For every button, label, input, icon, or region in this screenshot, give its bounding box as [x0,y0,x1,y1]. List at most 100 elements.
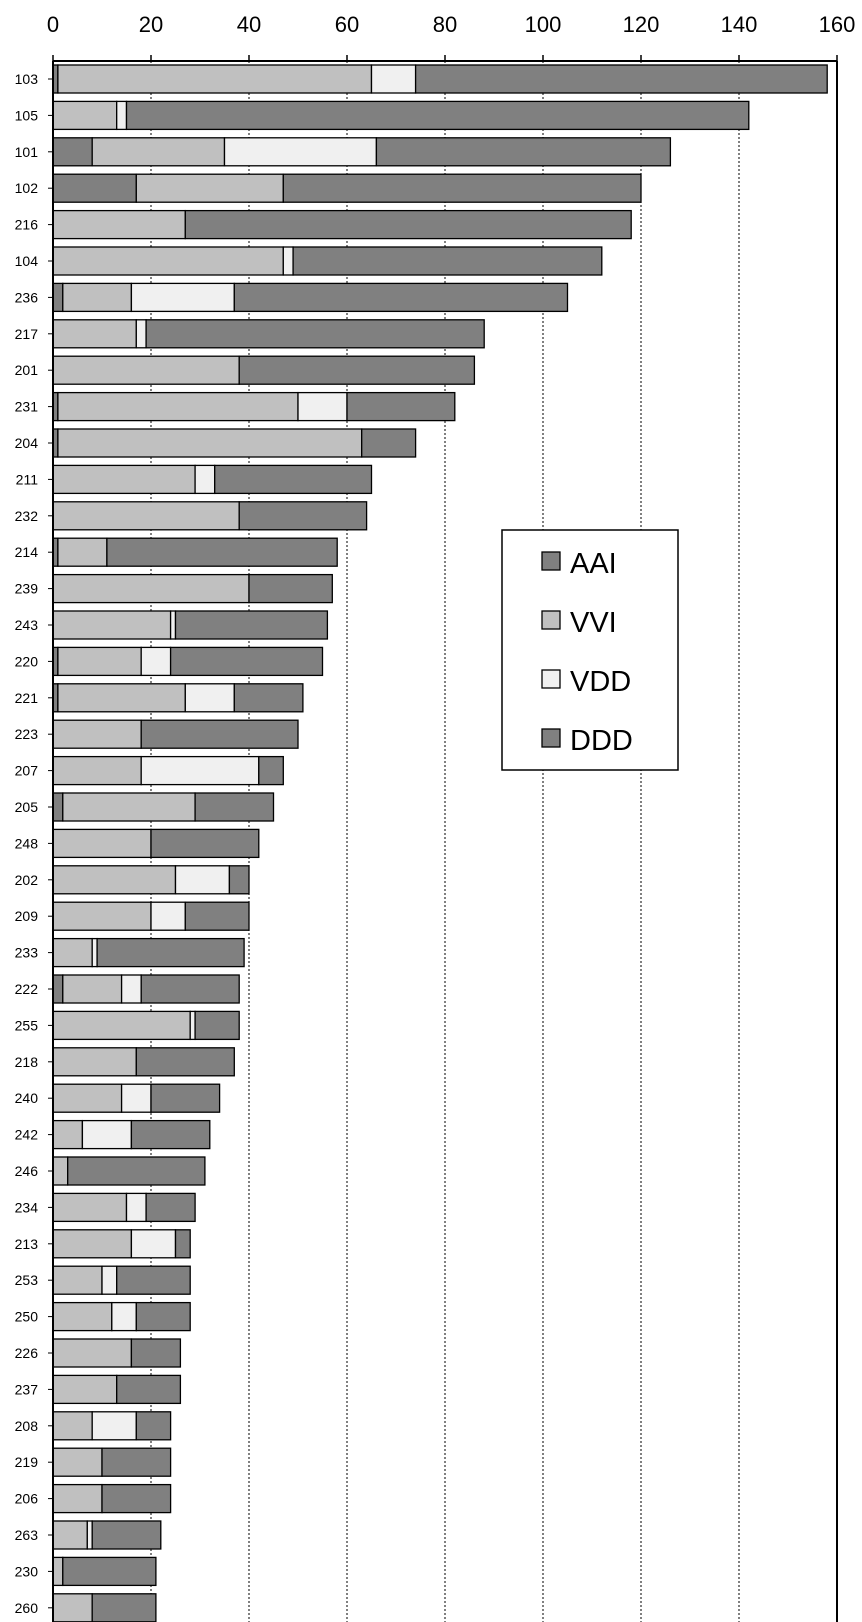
y-tick-label-216: 216 [15,217,39,233]
bar-223-VVI [52,719,142,749]
bar-104-VVI [52,246,284,276]
bar-263-VDD [86,1520,93,1550]
bar-263-DDD [91,1520,162,1550]
x-tick-label-20: 20 [139,12,163,37]
bar-242-VVI [52,1119,84,1150]
bar-207-VVI [52,755,142,786]
bar-243-VVI [52,610,172,640]
y-tick-label-240: 240 [15,1090,39,1106]
y-axis-category-labels: 103 105 101 102 216 104 236 217 201 231 204 211 232 2… [15,71,53,1616]
bar-255-VVI [52,1010,191,1041]
bar-101-VDD [223,137,378,167]
bar-231-DDD [346,391,456,422]
bar-102-DDD [282,173,642,203]
bar-218-VVI [52,1047,137,1077]
bar-101-VVI [91,137,226,167]
bar-209-VDD [150,901,186,931]
bar-222-DDD [140,974,240,1004]
x-tick-label-80: 80 [433,12,457,37]
y-tick-label-223: 223 [15,726,39,742]
y-tick-label-104: 104 [15,253,39,269]
bar-220-VDD [140,646,172,677]
bar-103-DDD [414,64,828,94]
bar-202-VDD [174,865,231,895]
bar-214-DDD [106,537,338,567]
y-tick-label-220: 220 [15,653,39,669]
bar-234-VVI [52,1192,128,1223]
bar-206-VVI [52,1483,103,1514]
bar-233-VDD [91,937,98,968]
bar-105-DDD [125,100,750,131]
bar-101-AAI [52,137,93,167]
bar-253-VDD [101,1265,118,1295]
bar-246-VVI [52,1156,69,1186]
bar-234-VDD [125,1192,147,1223]
y-tick-label-209: 209 [15,908,39,924]
y-tick-label-263: 263 [15,1527,39,1543]
bar-205-DDD [194,792,275,822]
bar-219-VVI [52,1447,103,1477]
bar-201-VVI [52,355,240,385]
bar-103-VVI [57,64,373,94]
y-tick-label-221: 221 [15,690,39,706]
y-tick-label-231: 231 [15,399,39,415]
bar-243-VDD [169,610,177,640]
y-tick-label-230: 230 [15,1563,39,1579]
bar-211-VDD [194,464,216,495]
legend-label-vvi: VVI [570,607,617,639]
bar-239-DDD [248,573,333,604]
bar-223-DDD [140,719,299,749]
legend-swatch-ddd [541,728,561,748]
bar-105-VDD [116,100,128,131]
y-tick-label-214: 214 [15,544,39,560]
bar-208-DDD [135,1411,172,1441]
bar-208-VDD [91,1411,137,1441]
x-tick-label-60: 60 [335,12,359,37]
bar-217-VDD [135,319,147,349]
bar-230-VVI [52,1556,64,1587]
y-tick-label-211: 211 [16,471,39,487]
legend-swatch-aai [541,551,561,571]
bar-236-VDD [130,282,235,313]
bar-255-DDD [194,1010,240,1041]
bar-222-AAI [52,974,64,1004]
bar-216-VVI [52,209,186,240]
bar-104-VDD [282,246,294,276]
bar-226-DDD [130,1338,182,1368]
y-tick-label-204: 204 [15,435,39,451]
bar-104-DDD [292,246,603,276]
bar-222-VDD [120,974,142,1004]
y-tick-label-226: 226 [15,1345,39,1361]
legend-label-ddd: DDD [570,725,633,757]
y-tick-label-243: 243 [15,617,39,633]
bar-211-VVI [52,464,196,495]
y-tick-label-102: 102 [15,180,39,196]
bar-103-VDD [370,64,417,94]
bar-213-VVI [52,1229,133,1259]
y-tick-label-219: 219 [15,1454,39,1470]
y-tick-label-232: 232 [15,508,39,524]
y-tick-label-239: 239 [15,581,39,597]
y-tick-label-260: 260 [15,1600,39,1616]
bar-260-VVI [52,1593,93,1622]
bar-220-VVI [57,646,142,677]
bar-236-AAI [52,282,64,313]
bar-204-DDD [361,428,417,458]
y-tick-label-206: 206 [15,1491,39,1507]
bar-239-VVI [52,573,250,604]
bar-236-VVI [62,282,133,313]
bar-248-DDD [150,828,260,859]
y-tick-label-233: 233 [15,945,39,961]
y-tick-label-237: 237 [15,1381,39,1397]
legend-label-vdd: VDD [570,666,631,698]
bar-253-VVI [52,1265,103,1295]
y-tick-label-205: 205 [15,799,39,815]
bar-105-VVI [52,100,118,131]
bar-240-DDD [150,1083,221,1113]
y-tick-label-202: 202 [15,872,39,888]
bar-231-VVI [57,391,299,422]
bar-202-DDD [228,865,250,895]
bar-217-VVI [52,319,137,349]
y-tick-label-250: 250 [15,1309,39,1325]
